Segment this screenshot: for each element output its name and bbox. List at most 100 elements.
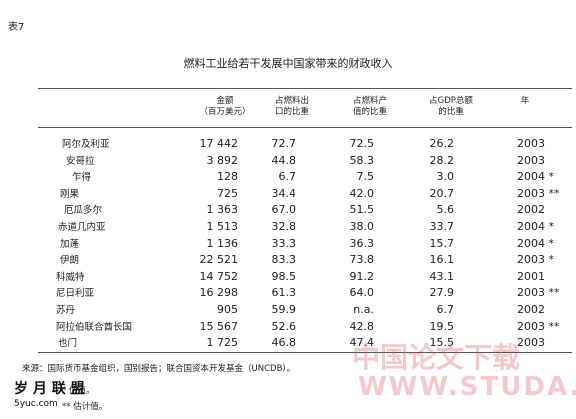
column-header: 年	[505, 96, 545, 107]
header-line: 占燃料出	[274, 96, 309, 106]
value-cell: 5.6	[436, 203, 455, 217]
value-cell: 6.7	[436, 303, 455, 316]
column-header: 金额 （百万美元）	[190, 96, 260, 118]
header-line: 值的比重	[352, 107, 387, 117]
header-line: 占燃料产	[352, 96, 387, 106]
year-cell: 2003 **	[517, 319, 560, 333]
year-cell: 2004 *	[517, 220, 554, 233]
value-cell: 33.7	[429, 220, 455, 233]
year-cell: 2002	[517, 303, 545, 316]
value-cell: 905	[217, 303, 238, 316]
header-line: 年	[520, 96, 530, 106]
value-cell: 61.3	[271, 286, 297, 300]
value-cell: 59.9	[271, 303, 297, 316]
value-cell: 725	[217, 186, 238, 200]
year-cell: 2002	[517, 203, 545, 217]
year-cell: 2004 *	[517, 170, 554, 184]
year-cell: 2003	[517, 336, 545, 350]
value-cell: 38.0	[349, 220, 375, 233]
footnote: * 估值。	[62, 386, 95, 396]
header-rule	[38, 127, 572, 128]
row-label: 加蓬	[60, 238, 80, 250]
table-label: 表7	[8, 22, 25, 33]
value-cell: 16 298	[199, 286, 239, 300]
row-label: 安哥拉	[66, 155, 95, 167]
value-cell: 98.5	[271, 269, 297, 283]
header-line: 口的比重	[274, 107, 309, 117]
header-line: 占GDP总额	[429, 96, 473, 106]
row-label: 阿尔及利亚	[62, 139, 110, 150]
header-line: （百万美元）	[199, 107, 251, 117]
footnote: ** 估计值。	[62, 402, 108, 412]
value-cell: 15.5	[429, 336, 455, 350]
row-label: 伊朗	[60, 255, 80, 267]
value-cell: 91.2	[349, 269, 375, 283]
value-cell: 34.4	[271, 186, 297, 200]
year-cell: 2003 **	[517, 186, 560, 200]
watermark: WWW.STUDA.	[358, 372, 576, 402]
row-label: 厄瓜多尔	[64, 205, 103, 217]
year-cell: 2003	[517, 153, 545, 167]
row-label: 尼日利亚	[56, 288, 95, 300]
value-cell: 46.8	[271, 336, 297, 350]
value-cell: 26.2	[429, 137, 455, 150]
header-line: 金额	[216, 96, 234, 106]
value-cell: 19.5	[429, 319, 455, 333]
value-cell: 3 892	[206, 153, 239, 167]
value-cell: 51.5	[349, 203, 375, 217]
value-cell: 15.7	[429, 236, 455, 250]
value-cell: 64.0	[349, 286, 375, 300]
value-cell: 43.1	[429, 269, 455, 283]
watermark: 中国论文下载	[352, 341, 521, 374]
value-cell: 16.1	[429, 253, 455, 267]
value-cell: 1 363	[206, 203, 239, 217]
value-cell: 3.0	[436, 170, 455, 184]
value-cell: 72.5	[349, 137, 375, 150]
value-cell: 15 567	[199, 319, 239, 333]
row-label: 刚果	[60, 188, 80, 200]
year-cell: 2003 *	[517, 253, 554, 267]
year-cell: 2001	[517, 269, 545, 283]
column-header: 占燃料出 口的比重	[262, 96, 322, 118]
value-cell: 32.8	[271, 220, 297, 233]
year-cell: 2003 **	[517, 286, 560, 300]
value-cell: 1 725	[206, 336, 239, 350]
value-cell: 42.8	[349, 319, 375, 333]
table-caption: 燃料工业给若干发展中国家带来的财政收入	[183, 57, 393, 70]
watermark: 5yuc.com	[14, 399, 58, 409]
value-cell: 58.3	[349, 153, 375, 167]
header-line: 的比重	[438, 107, 464, 117]
value-cell: 73.8	[349, 253, 375, 267]
value-cell: 52.6	[271, 319, 297, 333]
value-cell: 42.0	[349, 186, 375, 200]
value-cell: 17 442	[199, 137, 239, 150]
footnote: 来源：国际货币基金组织，国别报告；联合国资本开发基金（UNCDB）。	[22, 364, 296, 374]
watermark: 岁 月 联 盟	[14, 381, 85, 397]
value-cell: 83.3	[271, 253, 297, 267]
year-cell: 2003	[517, 137, 545, 150]
row-label: 苏丹	[56, 305, 76, 316]
value-cell: n.a.	[353, 303, 374, 316]
value-cell: 47.4	[349, 336, 375, 350]
bottom-rule	[38, 352, 572, 353]
value-cell: 36.3	[349, 236, 375, 250]
value-cell: 28.2	[429, 153, 455, 167]
value-cell: 27.9	[429, 286, 455, 300]
value-cell: 128	[217, 170, 238, 184]
value-cell: 7.5	[356, 170, 375, 184]
value-cell: 67.0	[271, 203, 297, 217]
column-header: 占GDP总额 的比重	[420, 96, 482, 118]
value-cell: 14 752	[199, 269, 239, 283]
row-label: 也门	[58, 338, 78, 350]
value-cell: 33.3	[271, 236, 297, 250]
row-label: 赤道几内亚	[58, 222, 106, 233]
column-header: 占燃料产 值的比重	[340, 96, 400, 118]
value-cell: 1 513	[206, 220, 239, 233]
value-cell: 1 136	[206, 236, 239, 250]
value-cell: 44.8	[271, 153, 297, 167]
value-cell: 22 521	[199, 253, 239, 267]
year-cell: 2004 *	[517, 236, 554, 250]
top-rule	[38, 88, 572, 89]
row-label: 阿拉伯联合酋长国	[56, 321, 133, 333]
